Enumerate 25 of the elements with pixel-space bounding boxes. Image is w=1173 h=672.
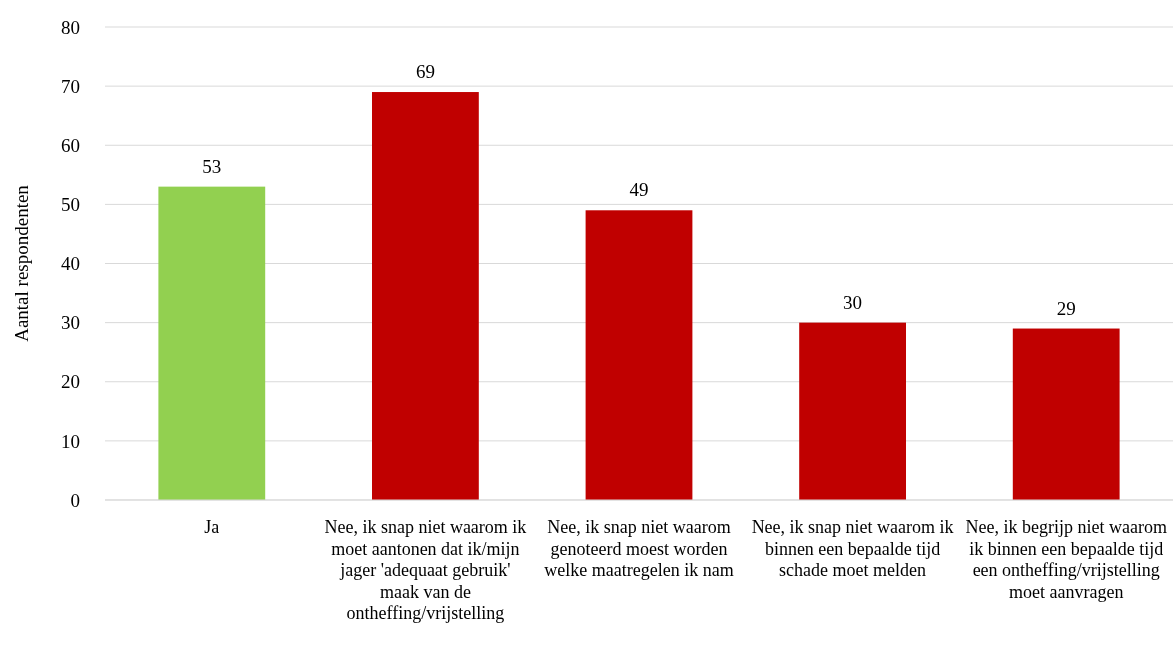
data-label: 29 — [1056, 297, 1076, 319]
data-label: 49 — [629, 179, 649, 201]
data-label: 30 — [843, 291, 863, 313]
bar — [1012, 328, 1120, 500]
x-tick-label: Nee, ik snap niet waarom ik binnen een bepaalde tijd schade moet melden — [751, 517, 954, 580]
x-tick-label: Nee, ik snap niet waarom genoteerd moest worden welke maatregelen ik nam — [544, 517, 734, 580]
y-tick-label: 80 — [61, 16, 80, 38]
data-label: 53 — [202, 155, 222, 177]
x-tick-label: Nee, ik snap niet waarom ik moet aantonen dat ik/mijn jager 'adequaat gebruik' maak van de ontheffing/vrijstelling — [324, 517, 527, 623]
y-tick-label: 10 — [61, 430, 80, 452]
bar — [585, 210, 693, 500]
y-tick-label: 70 — [61, 75, 80, 97]
y-axis-title: Aantal respondenten — [11, 184, 32, 342]
y-tick-label: 20 — [61, 371, 80, 393]
y-tick-label: 50 — [61, 194, 80, 216]
y-tick-label: 0 — [70, 489, 80, 511]
bar — [799, 322, 906, 500]
x-tick-label: Nee, ik begrijp niet waarom ik binnen een bepaalde tijd een ontheffing/vrijstelling moet aanvragen — [965, 517, 1167, 602]
bar — [158, 186, 266, 500]
bar — [372, 92, 479, 500]
y-tick-label: 60 — [61, 134, 80, 156]
y-tick-label: 30 — [61, 312, 80, 334]
data-label: 69 — [415, 61, 435, 83]
y-tick-label: 40 — [61, 253, 80, 275]
x-tick-label: Ja — [204, 517, 220, 537]
